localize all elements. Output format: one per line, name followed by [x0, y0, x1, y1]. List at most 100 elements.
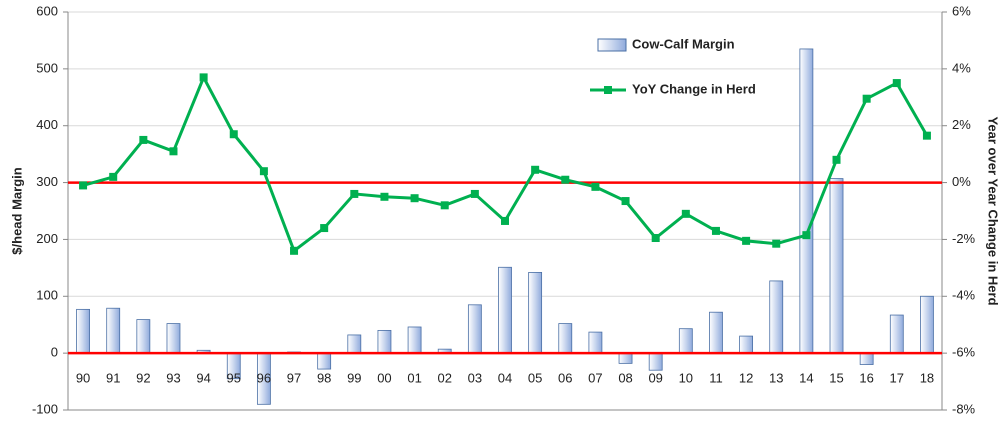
- x-tick-label: 98: [317, 371, 331, 386]
- y2-tick-label: -6%: [952, 345, 976, 360]
- bar: [106, 307, 121, 354]
- y2-axis-title: Year over Year Change in Herd: [986, 116, 1001, 305]
- y-tick-label: 300: [36, 174, 58, 189]
- marker: [79, 181, 88, 190]
- bar: [769, 280, 784, 354]
- y-tick-label: 500: [36, 60, 58, 75]
- y2-tick-label: -2%: [952, 231, 976, 246]
- marker: [109, 172, 118, 181]
- bar: [467, 304, 482, 354]
- x-tick-label: 00: [377, 371, 391, 386]
- bar: [166, 323, 181, 354]
- bar: [588, 331, 603, 354]
- y2-tick-label: 2%: [952, 117, 971, 132]
- x-tick-label: 07: [588, 371, 602, 386]
- marker: [320, 224, 329, 233]
- marker: [440, 201, 449, 210]
- marker: [621, 197, 630, 206]
- legend-label: YoY Change in Herd: [632, 81, 756, 96]
- marker: [139, 135, 148, 144]
- x-tick-label: 09: [648, 371, 662, 386]
- y2-tick-label: -8%: [952, 401, 976, 416]
- bar: [920, 295, 934, 354]
- marker: [380, 192, 389, 201]
- marker: [199, 73, 208, 82]
- bar: [347, 334, 362, 354]
- x-tick-label: 01: [407, 371, 421, 386]
- y2-tick-label: 4%: [952, 60, 971, 75]
- marker: [591, 182, 600, 191]
- y-tick-label: -100: [32, 401, 58, 416]
- bar: [498, 266, 512, 354]
- x-tick-label: 06: [558, 371, 572, 386]
- bar: [407, 326, 422, 354]
- y-tick-label: 400: [36, 117, 58, 132]
- y2-tick-label: 6%: [952, 3, 971, 18]
- x-tick-label: 97: [287, 371, 301, 386]
- marker: [681, 209, 690, 218]
- bar: [528, 272, 543, 354]
- x-tick-label: 05: [528, 371, 542, 386]
- bar: [799, 48, 814, 354]
- marker: [561, 175, 570, 184]
- x-tick-label: 10: [679, 371, 693, 386]
- x-tick-label: 13: [769, 371, 783, 386]
- bar: [709, 311, 723, 354]
- x-tick-label: 18: [920, 371, 934, 386]
- x-tick-label: 92: [136, 371, 150, 386]
- x-tick-label: 12: [739, 371, 753, 386]
- marker: [742, 236, 751, 245]
- marker: [259, 167, 268, 176]
- marker: [410, 194, 419, 203]
- bar: [618, 352, 633, 364]
- bar: [829, 178, 844, 354]
- y-tick-label: 200: [36, 231, 58, 246]
- y2-tick-label: 0%: [952, 174, 971, 189]
- x-tick-label: 17: [890, 371, 904, 386]
- marker: [862, 94, 871, 103]
- x-tick-label: 14: [799, 371, 813, 386]
- marker: [229, 130, 238, 139]
- x-tick-label: 11: [709, 371, 723, 386]
- marker: [169, 147, 178, 156]
- bar: [739, 335, 754, 354]
- bar: [558, 323, 573, 354]
- marker: [350, 189, 359, 198]
- y-tick-label: 600: [36, 3, 58, 18]
- y-axis-title: $/head Margin: [9, 167, 24, 254]
- legend-swatch: [597, 38, 627, 52]
- x-tick-label: 93: [166, 371, 180, 386]
- x-tick-label: 08: [618, 371, 632, 386]
- marker: [501, 216, 509, 225]
- legend-marker: [604, 86, 612, 94]
- x-tick-label: 94: [196, 371, 210, 386]
- x-tick-label: 90: [76, 371, 90, 386]
- y-tick-label: 0: [51, 345, 58, 360]
- bar: [889, 314, 904, 354]
- marker: [531, 165, 540, 174]
- marker: [832, 155, 841, 164]
- y2-tick-label: -4%: [952, 288, 976, 303]
- marker: [802, 231, 811, 240]
- marker: [772, 239, 781, 248]
- x-tick-label: 99: [347, 371, 361, 386]
- bar: [377, 329, 392, 354]
- bar: [76, 308, 90, 354]
- y-tick-label: 100: [36, 288, 58, 303]
- bar: [678, 328, 693, 354]
- bar: [317, 352, 332, 370]
- marker: [651, 234, 660, 243]
- marker: [892, 79, 901, 88]
- x-tick-label: 15: [829, 371, 843, 386]
- marker: [290, 246, 299, 255]
- marker: [711, 226, 720, 235]
- x-tick-label: 02: [437, 371, 451, 386]
- x-tick-label: 91: [106, 371, 120, 386]
- marker: [470, 189, 479, 198]
- bar: [859, 352, 874, 365]
- legend-label: Cow-Calf Margin: [632, 36, 735, 51]
- x-tick-label: 03: [468, 371, 482, 386]
- x-tick-label: 16: [859, 371, 873, 386]
- x-tick-label: 96: [257, 371, 271, 386]
